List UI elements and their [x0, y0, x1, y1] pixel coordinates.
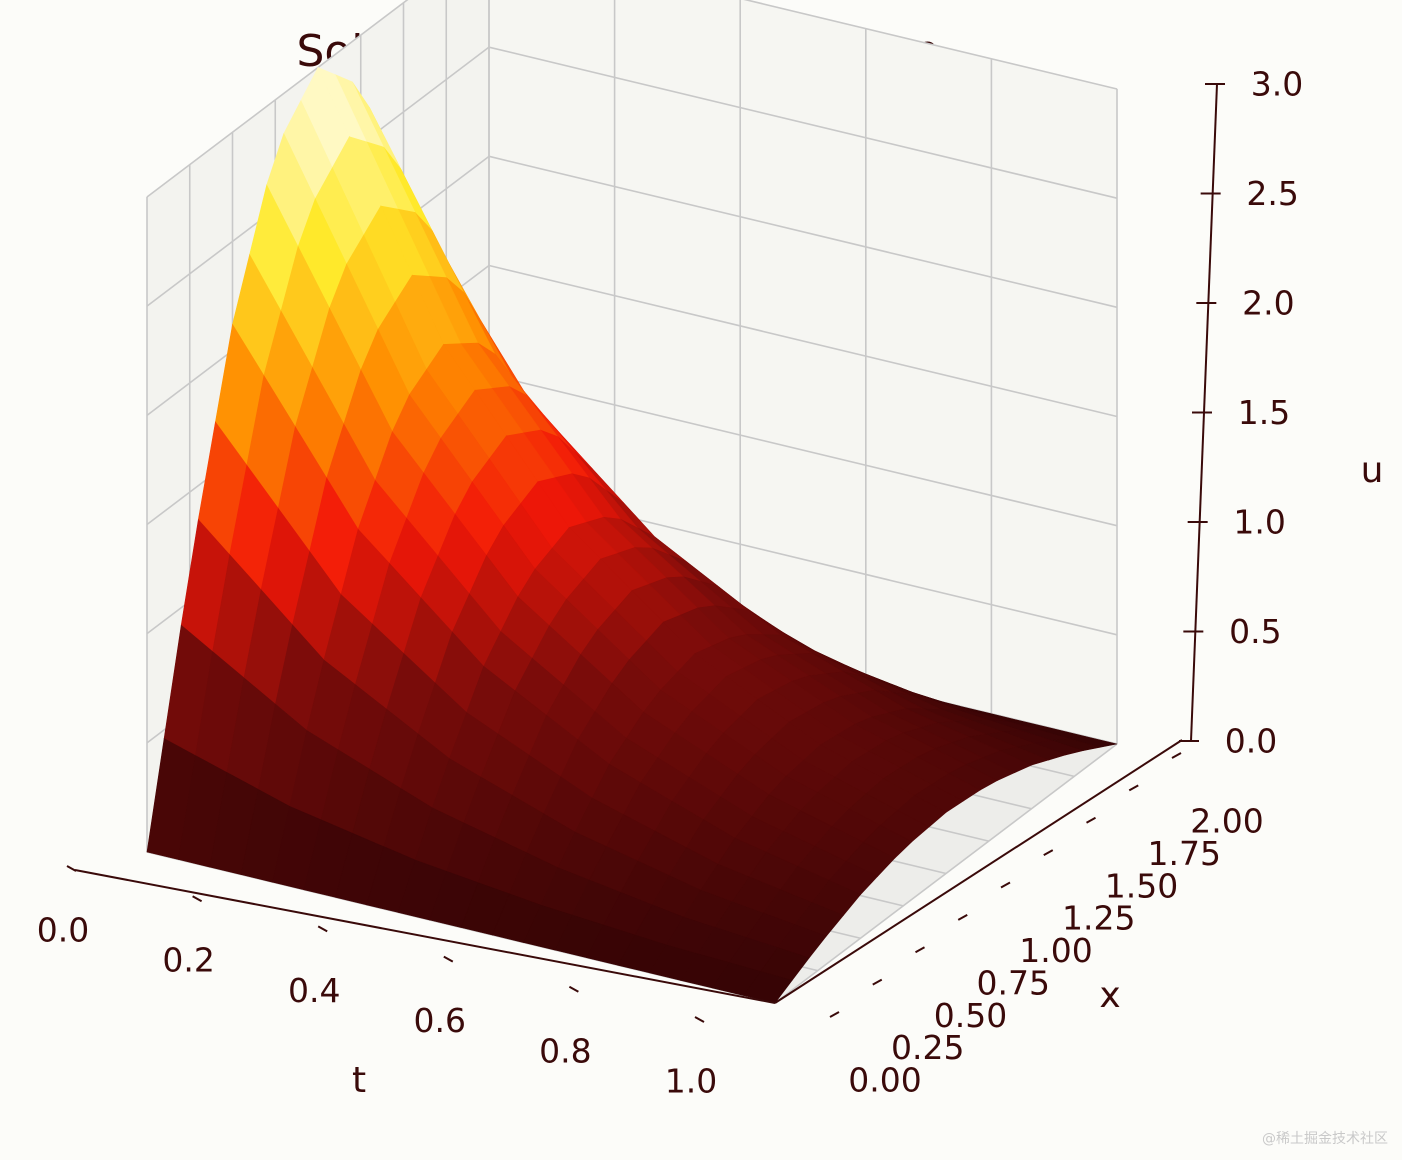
x-tick	[872, 978, 883, 986]
u-tick-label: 0.0	[1225, 722, 1277, 761]
u-tick-label: 2.0	[1242, 284, 1294, 323]
grid-wall-u2	[488, 155, 1118, 309]
x-tick-label: 1.50	[1105, 866, 1178, 905]
u-tick-label: 1.5	[1238, 393, 1290, 432]
t-tick	[192, 895, 203, 903]
x-tick-label: 0.25	[891, 1028, 964, 1067]
x-tick-label: 0.00	[848, 1061, 921, 1100]
t-tick-label: 0.2	[162, 941, 214, 980]
t-axis-label: t	[352, 1060, 366, 1101]
x-tick	[957, 914, 968, 921]
x-tick	[1086, 816, 1096, 824]
x-tick-label: 0.75	[977, 963, 1050, 1002]
x-axis-label: x	[1099, 975, 1120, 1016]
t-tick-label: 1.0	[665, 1062, 717, 1101]
grid-wall-u2	[488, 264, 1118, 418]
x-tick	[915, 946, 925, 954]
u-tick-label: 0.5	[1229, 612, 1281, 651]
x-tick-label: 1.25	[1062, 899, 1135, 938]
watermark: @稀土掘金技术社区	[1262, 1131, 1388, 1147]
t-tick	[568, 985, 579, 993]
grid-wall-u2	[743, 0, 1118, 90]
x-axis-line	[774, 739, 1183, 1004]
surface	[146, 66, 1118, 1004]
u-axis-label: u	[1361, 450, 1384, 491]
t-tick	[443, 955, 454, 963]
t-tick-label: 0.0	[37, 911, 89, 950]
x-tick-label: 0.50	[934, 996, 1007, 1035]
x-tick-label: 2.00	[1190, 802, 1263, 841]
x-tick	[1000, 881, 1011, 889]
t-tick	[317, 925, 328, 933]
t-axis-line	[74, 869, 776, 1004]
u-tick-label: 1.0	[1233, 503, 1285, 542]
t-tick-label: 0.4	[288, 971, 340, 1010]
x-tick-label: 1.75	[1148, 834, 1221, 873]
x-tick	[829, 1011, 840, 1018]
t-tick-label: 0.6	[414, 1001, 466, 1040]
u-tick-label: 2.5	[1246, 174, 1298, 213]
u-tick-label: 3.0	[1251, 65, 1303, 104]
t-tick-label: 0.8	[539, 1031, 591, 1070]
t-tick	[66, 865, 77, 872]
grid-wall-u2	[488, 46, 1118, 199]
grid-wall-u2	[488, 373, 1118, 527]
x-tick	[1128, 784, 1139, 792]
x-tick	[1171, 752, 1182, 759]
x-tick	[1043, 849, 1054, 856]
t-tick	[694, 1016, 705, 1023]
x-tick-label: 1.00	[1019, 931, 1092, 970]
